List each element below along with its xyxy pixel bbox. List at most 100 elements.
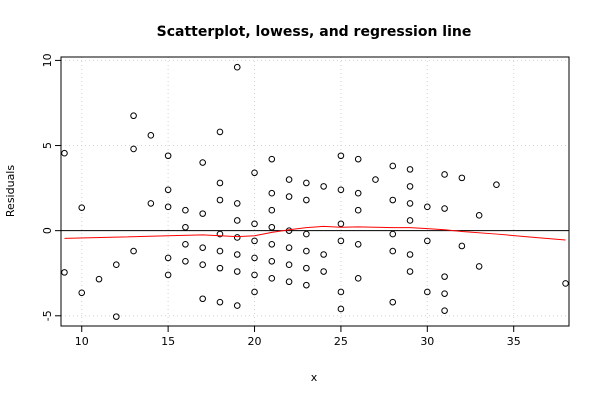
data-point [354,240,362,248]
data-point [389,298,397,306]
data-point [268,223,276,231]
data-point [199,261,206,269]
x-tick-label: 20 [248,335,262,348]
data-point [406,217,414,224]
data-point [164,271,172,279]
data-point [233,217,241,224]
data-point [303,196,310,204]
data-point [182,258,189,265]
data-point [251,271,258,279]
chart-title: Scatterplot, lowess, and regression line [157,24,472,40]
y-tick-label: 0 [41,227,54,234]
data-point [441,205,448,212]
data-point [285,261,293,269]
data-point [233,63,241,71]
data-point [61,149,68,157]
data-point [337,220,345,228]
data-point [458,174,466,182]
data-point [337,152,345,160]
data-point [95,275,103,283]
data-point [61,269,68,276]
data-point [233,234,241,241]
data-point [199,159,206,166]
data-point [78,204,86,211]
y-axis: -5 0 5 10 [41,53,61,321]
data-point [354,189,362,197]
data-point [182,223,189,231]
data-point [164,203,172,211]
data-point [406,268,414,275]
data-point [424,288,431,296]
data-point [406,251,414,258]
data-point [268,206,276,214]
x-tick-label: 10 [75,335,89,348]
data-point [562,280,569,287]
data-point [216,179,224,187]
y-tick-label: 10 [41,53,54,67]
data-point [424,203,431,211]
data-point [130,247,137,255]
y-tick-label: 5 [41,142,54,149]
data-point [216,264,224,272]
data-point [354,155,362,163]
data-point [389,196,397,204]
data-point [475,212,483,219]
data-point [372,176,379,183]
data-point [216,230,224,238]
data-point [285,278,293,286]
data-point [216,247,224,255]
data-point [112,313,120,320]
data-point [441,273,448,280]
data-point [182,240,189,248]
lowess-curve [64,225,566,241]
data-point [216,298,224,306]
data-point [441,307,448,314]
data-point [337,288,345,296]
plot-frame [60,56,570,327]
data-point [354,206,362,214]
data-point [147,132,155,139]
data-point [78,289,86,297]
data-point [303,179,310,187]
data-point [251,169,258,177]
data-point [337,186,345,194]
data-point [164,152,172,160]
data-point [164,254,172,262]
x-tick-label: 30 [420,335,434,348]
data-point [389,162,397,170]
data-point [268,275,276,282]
data-point [285,193,293,200]
data-point [268,189,276,197]
data-point [303,230,310,238]
y-tick-label: -5 [41,310,54,321]
data-point [424,237,431,245]
data-point [164,186,172,194]
data-point [112,261,120,269]
data-point [233,251,241,258]
data-point [285,176,293,183]
data-point [233,200,241,207]
x-axis-label: x [311,371,318,384]
data-point [268,240,276,248]
data-point [475,263,483,270]
data-point [233,302,241,309]
data-point [354,275,362,282]
data-point [147,200,155,207]
data-point [303,264,310,272]
data-point [199,244,206,251]
x-axis: 10 15 20 25 30 35 [75,326,521,348]
data-point [303,281,310,289]
data-point [268,155,276,163]
data-point [406,166,414,173]
data-point [182,206,189,214]
data-point [337,305,345,313]
data-point [251,220,258,228]
x-tick-label: 35 [507,335,521,348]
data-point [251,288,258,296]
data-point [441,171,448,178]
data-point [233,268,241,275]
data-point [303,247,310,255]
data-point [285,244,293,251]
data-point [389,230,397,238]
